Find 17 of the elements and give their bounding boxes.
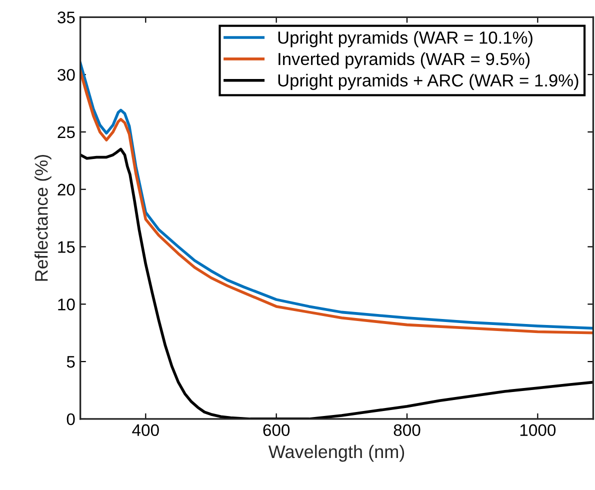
legend-label: Inverted pyramids (WAR = 9.5%): [278, 52, 530, 69]
x-axis-title: Wavelength (nm): [268, 444, 404, 462]
y-tick-label: 5: [66, 356, 75, 368]
x-tick-label: 600: [263, 424, 290, 436]
legend-label: Upright pyramids (WAR = 10.1%): [278, 31, 532, 48]
y-tick-label: 0: [66, 413, 75, 426]
y-tick-label: 10: [58, 298, 75, 310]
x-tick-label: 1000: [520, 424, 556, 436]
y-tick-label: 20: [58, 184, 75, 196]
y-tick-label: 30: [58, 68, 75, 81]
y-tick-label: 35: [58, 12, 75, 24]
y-axis-title: Reflectance (%): [34, 154, 52, 281]
x-tick-label: 400: [132, 424, 159, 436]
x-tick-label: 800: [394, 424, 420, 436]
y-tick-label: 15: [58, 241, 75, 253]
legend-label: Upright pyramids + ARC (WAR = 1.9%): [278, 74, 578, 90]
y-tick-label: 25: [58, 126, 75, 138]
